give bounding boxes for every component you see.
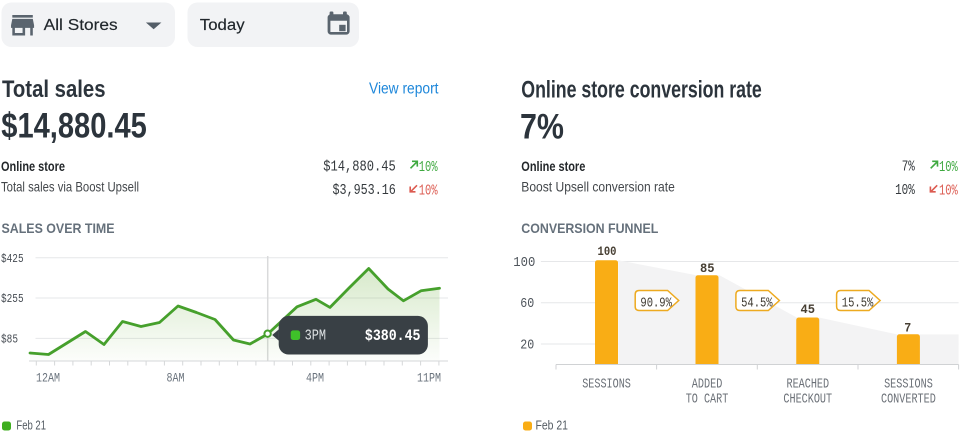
- svg-text:CONVERTED: CONVERTED: [881, 392, 936, 408]
- svg-text:15.5%: 15.5%: [842, 296, 874, 312]
- svg-text:54.5%: 54.5%: [741, 296, 773, 312]
- svg-text:$14,880.45: $14,880.45: [1, 107, 147, 146]
- svg-text:8AM: 8AM: [167, 371, 185, 386]
- svg-text:$425: $425: [1, 252, 24, 266]
- svg-text:Online store: Online store: [1, 158, 65, 174]
- svg-text:100: 100: [598, 244, 617, 259]
- svg-text:10%: 10%: [939, 159, 958, 176]
- svg-text:10%: 10%: [895, 182, 915, 199]
- svg-text:REACHED: REACHED: [787, 376, 830, 392]
- svg-text:$380.45: $380.45: [365, 327, 421, 345]
- svg-text:7: 7: [904, 321, 911, 336]
- svg-text:SALES OVER TIME: SALES OVER TIME: [2, 220, 115, 236]
- svg-text:100: 100: [513, 255, 535, 271]
- svg-text:All Stores: All Stores: [44, 17, 118, 34]
- svg-text:Online store: Online store: [521, 158, 585, 174]
- svg-text:Feb 21: Feb 21: [536, 418, 569, 431]
- svg-text:11PM: 11PM: [417, 371, 441, 386]
- svg-text:10%: 10%: [939, 183, 958, 200]
- svg-text:Online store conversion rate: Online store conversion rate: [521, 76, 762, 103]
- svg-text:$85: $85: [1, 333, 18, 347]
- svg-text:10%: 10%: [419, 159, 438, 176]
- svg-text:Total sales via Boost Upsell: Total sales via Boost Upsell: [1, 179, 139, 195]
- svg-text:TO CART: TO CART: [686, 392, 729, 408]
- svg-text:Feb 21: Feb 21: [16, 418, 46, 431]
- svg-text:$255: $255: [1, 292, 24, 306]
- svg-text:SESSIONS: SESSIONS: [582, 376, 631, 392]
- svg-text:7%: 7%: [902, 158, 916, 175]
- svg-text:60: 60: [520, 296, 534, 312]
- svg-text:90.9%: 90.9%: [640, 296, 672, 312]
- svg-text:Today: Today: [200, 17, 245, 34]
- svg-text:CHECKOUT: CHECKOUT: [783, 392, 832, 408]
- svg-text:20: 20: [520, 338, 534, 354]
- svg-text:SESSIONS: SESSIONS: [884, 376, 933, 392]
- svg-text:3PM: 3PM: [305, 328, 326, 345]
- svg-text:12AM: 12AM: [36, 371, 60, 386]
- svg-text:85: 85: [700, 261, 715, 276]
- svg-text:$14,880.45: $14,880.45: [323, 158, 396, 175]
- svg-text:ADDED: ADDED: [692, 376, 723, 392]
- svg-text:View report: View report: [369, 81, 439, 98]
- svg-text:Boost Upsell conversion rate: Boost Upsell conversion rate: [521, 179, 675, 195]
- svg-text:10%: 10%: [419, 183, 438, 200]
- svg-text:$3,953.16: $3,953.16: [333, 182, 396, 199]
- svg-text:4PM: 4PM: [306, 371, 324, 386]
- svg-text:45: 45: [801, 302, 816, 317]
- svg-text:Total sales: Total sales: [2, 76, 106, 103]
- svg-text:CONVERSION FUNNEL: CONVERSION FUNNEL: [521, 220, 658, 236]
- svg-text:7%: 7%: [520, 108, 564, 147]
